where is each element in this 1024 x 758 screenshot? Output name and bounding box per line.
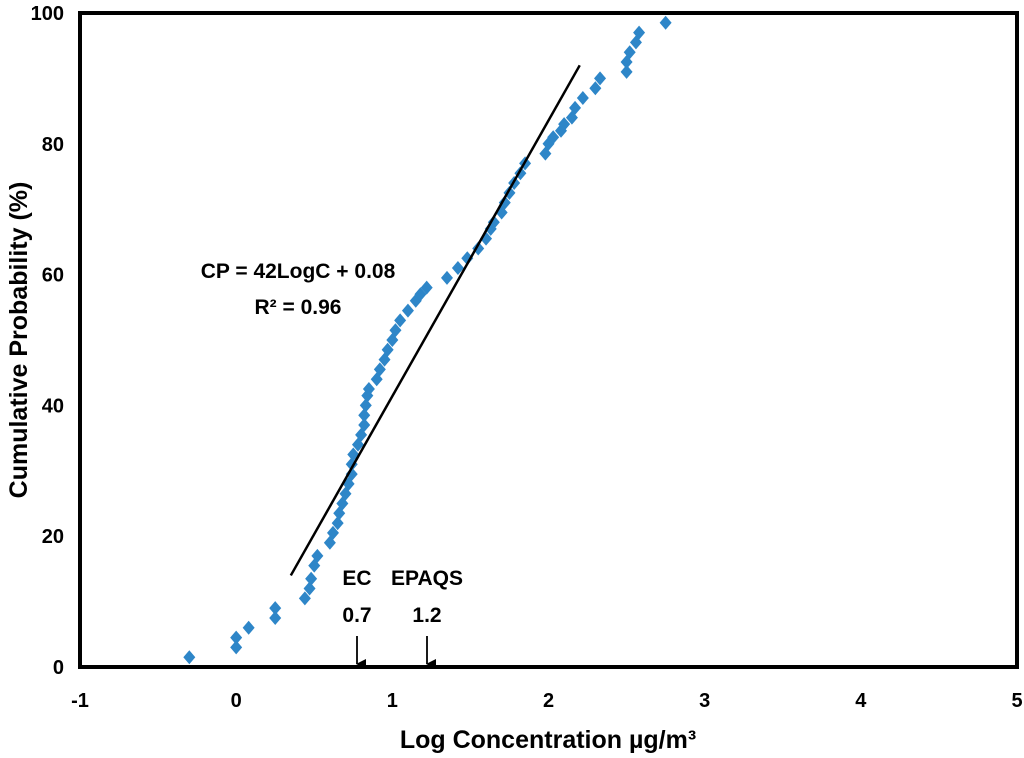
data-point <box>305 571 318 586</box>
data-point <box>358 418 371 433</box>
y-tick-label: 100 <box>31 3 64 25</box>
data-point <box>183 650 196 665</box>
data-point <box>487 215 500 230</box>
data-point <box>303 581 316 596</box>
data-point <box>373 362 386 377</box>
data-point <box>623 45 636 60</box>
data-point <box>547 130 560 145</box>
data-point <box>594 71 607 86</box>
data-point <box>576 91 589 106</box>
data-point <box>269 601 282 616</box>
data-point <box>633 25 646 40</box>
x-tick-label: 0 <box>231 690 242 712</box>
x-tick-label: 3 <box>699 690 710 712</box>
data-point <box>269 610 282 625</box>
epaqs-marker: EPAQS 1.2 <box>391 567 463 669</box>
data-point <box>326 525 339 540</box>
y-tick-label: 20 <box>42 526 64 548</box>
data-point <box>420 280 433 295</box>
ec-value-label: 0.7 <box>342 604 371 627</box>
ec-marker: EC 0.7 <box>342 567 372 669</box>
data-point <box>359 398 372 413</box>
data-point <box>362 382 375 397</box>
trend-line <box>289 64 581 577</box>
y-tick-label: 0 <box>53 657 64 679</box>
data-point <box>358 408 371 423</box>
data-point <box>230 640 243 655</box>
data-point <box>311 548 324 563</box>
data-point <box>558 117 571 132</box>
data-point <box>394 313 407 328</box>
data-point <box>440 270 453 285</box>
x-tick-label: -1 <box>71 690 89 712</box>
equation-label: CP = 42LogC + 0.08 <box>201 260 396 283</box>
y-tick-label: 80 <box>42 134 64 156</box>
data-point <box>589 81 602 96</box>
y-axis-title: Cumulative Probability (%) <box>5 182 33 499</box>
plot-area <box>78 11 1019 669</box>
data-point <box>331 516 344 531</box>
data-point <box>381 342 394 357</box>
data-point <box>389 323 402 338</box>
y-tick-labels: 0 20 40 60 80 100 <box>31 3 64 679</box>
data-points <box>183 15 672 665</box>
y-tick-label: 60 <box>42 265 64 287</box>
x-tick-label: 5 <box>1011 690 1022 712</box>
epaqs-label: EPAQS <box>391 567 463 590</box>
data-point <box>620 64 633 79</box>
data-point <box>498 195 511 210</box>
x-tick-label: 4 <box>855 690 867 712</box>
data-point <box>451 261 464 276</box>
data-point <box>461 251 474 266</box>
data-point <box>569 100 582 115</box>
data-point <box>401 303 414 318</box>
r-squared-label: R² = 0.96 <box>255 296 342 319</box>
x-tick-labels: -1 0 1 2 3 4 5 <box>71 690 1022 712</box>
data-point <box>298 591 311 606</box>
data-point <box>345 467 358 482</box>
ec-label: EC <box>342 567 371 590</box>
x-axis-title: Log Concentration µg/m³ <box>400 726 696 754</box>
x-tick-label: 2 <box>543 690 554 712</box>
x-tick-label: 1 <box>387 690 398 712</box>
data-point <box>230 630 243 645</box>
data-point <box>242 620 255 635</box>
epaqs-value-label: 1.2 <box>412 604 441 627</box>
data-point <box>659 15 672 30</box>
y-tick-label: 40 <box>42 395 64 417</box>
